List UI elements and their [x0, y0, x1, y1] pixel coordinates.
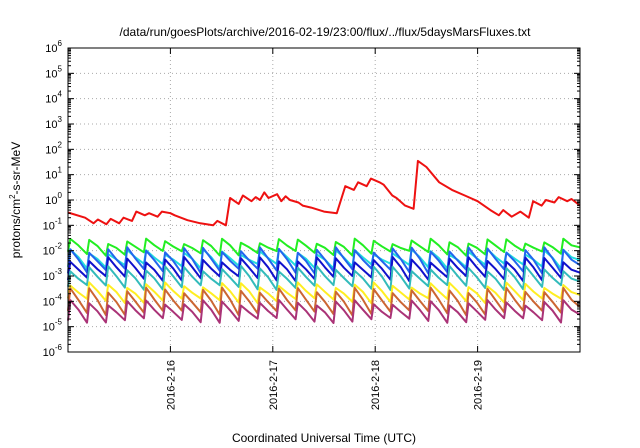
y-tick-label: 10-6: [43, 343, 63, 359]
y-tick-exponent: 0: [58, 191, 63, 200]
series-line-4: [67, 256, 581, 283]
series-line-7: [67, 286, 581, 317]
x-tick-label: 2016-2-18: [370, 360, 382, 410]
y-tick-exponent: 2: [58, 140, 63, 149]
y-tick-base: 10: [45, 144, 57, 156]
y-tick-exponent: 6: [58, 39, 63, 48]
series-line-0: [67, 159, 581, 227]
y-tick-base: 10: [45, 170, 57, 182]
y-tick-exponent: -6: [55, 343, 63, 352]
y-tick-exponent: 3: [58, 115, 63, 124]
y-tick-label: 10-2: [43, 242, 63, 258]
y-tick-label: 100: [45, 191, 62, 207]
y-tick-base: 10: [45, 195, 57, 207]
y-tick-exponent: 4: [58, 90, 63, 99]
y-tick-exponent: -2: [55, 242, 63, 251]
y-tick-label: 106: [45, 39, 62, 55]
y-tick-label: 101: [45, 166, 62, 182]
y-tick-exponent: -4: [55, 292, 63, 301]
y-tick-base: 10: [43, 322, 55, 334]
series-line-8: [67, 299, 581, 324]
y-axis: 10-610-510-410-310-210-11001011021031041…: [43, 39, 580, 359]
y-tick-exponent: -3: [55, 267, 63, 276]
y-axis-label-sup: 2: [8, 194, 17, 199]
y-tick-label: 103: [45, 115, 62, 131]
y-tick-label: 105: [45, 64, 62, 80]
y-axis-label: protons/cm2-s-sr-MeV: [8, 142, 23, 258]
y-tick-base: 10: [45, 43, 57, 55]
y-tick-label: 10-3: [43, 267, 63, 283]
x-tick-label: 2016-2-17: [268, 360, 280, 410]
y-axis-label-suffix: -s-sr-MeV: [9, 142, 23, 195]
y-axis-label-prefix: protons/cm: [9, 199, 23, 258]
y-tick-exponent: -1: [55, 216, 63, 225]
chart-title: /data/run/goesPlots/archive/2016-02-19/2…: [120, 25, 532, 39]
y-tick-label: 102: [45, 140, 62, 156]
y-tick-base: 10: [45, 94, 57, 106]
series-layer: [67, 159, 581, 324]
x-axis-label: Coordinated Universal Time (UTC): [232, 431, 416, 445]
series-line-5: [67, 264, 581, 291]
y-tick-exponent: 5: [58, 64, 63, 73]
y-tick-base: 10: [43, 246, 55, 258]
y-tick-base: 10: [45, 119, 57, 131]
x-tick-label: 2016-2-19: [473, 360, 485, 410]
series-line-1: [67, 237, 581, 257]
series-line-3: [67, 246, 581, 275]
x-axis: 2016-2-16 2016-2-17 2016-2-18 2016-2-19: [165, 48, 485, 410]
series-line-6: [67, 281, 581, 305]
y-tick-exponent: -5: [55, 318, 63, 327]
y-tick-label: 10-1: [43, 216, 63, 232]
y-tick-base: 10: [43, 271, 55, 283]
y-tick-base: 10: [43, 347, 55, 359]
x-tick-label: 2016-2-16: [165, 360, 177, 410]
y-tick-label: 10-4: [43, 292, 63, 308]
y-tick-exponent: 1: [58, 166, 63, 175]
y-tick-label: 10-5: [43, 318, 63, 334]
y-tick-base: 10: [45, 68, 57, 80]
y-tick-base: 10: [43, 296, 55, 308]
y-tick-label: 104: [45, 90, 62, 106]
y-tick-base: 10: [43, 220, 55, 232]
